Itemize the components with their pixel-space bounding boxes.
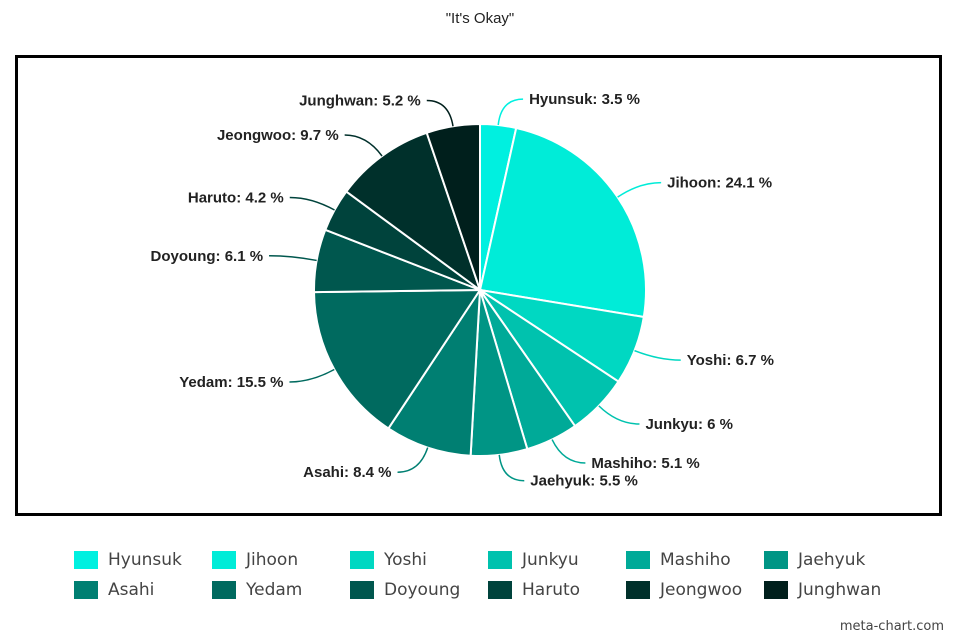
legend-swatch — [764, 581, 788, 599]
leader-line-jeongwoo — [344, 134, 383, 157]
leader-line-jaehyuk — [498, 454, 525, 482]
legend-item-hyunsuk: Hyunsuk — [74, 550, 204, 570]
legend-item-yedam: Yedam — [212, 580, 342, 600]
pie-slice-jeongwoo — [344, 131, 482, 293]
slice-label-doyoung: Doyoung: 6.1 % — [151, 248, 264, 265]
legend-label: Yedam — [246, 580, 303, 600]
legend-swatch — [626, 551, 650, 569]
legend-swatch — [74, 551, 98, 569]
legend-swatch — [488, 581, 512, 599]
legend-label: Hyunsuk — [108, 550, 182, 570]
slice-label-jeongwoo: Jeongwoo: 9.7 % — [217, 127, 339, 144]
leader-line-doyoung — [269, 255, 317, 262]
pie-slice-asahi — [387, 286, 482, 457]
slice-label-yedam: Yedam: 15.5 % — [179, 374, 283, 391]
legend-item-junghwan: Junghwan — [764, 580, 894, 600]
legend-item-haruto: Haruto — [488, 580, 618, 600]
legend-swatch — [626, 581, 650, 599]
leader-line-hyunsuk — [497, 98, 524, 126]
legend-label: Junghwan — [798, 580, 882, 600]
slice-label-yoshi: Yoshi: 6.7 % — [687, 352, 774, 369]
legend-item-jaehyuk: Jaehyuk — [764, 550, 894, 570]
legend-item-jihoon: Jihoon — [212, 550, 342, 570]
legend-row: Asahi Yedam Doyoung Haruto Jeongwoo Junghwan — [74, 575, 904, 605]
legend-row: Hyunsuk Jihoon Yoshi Junkyu Mashiho Jaehyuk — [74, 545, 904, 575]
legend-swatch — [350, 581, 374, 599]
slice-label-jihoon: Jihoon: 24.1 % — [667, 175, 772, 192]
slice-label-haruto: Haruto: 4.2 % — [188, 190, 284, 207]
legend-label: Doyoung — [384, 580, 461, 600]
slice-label-junkyu: Junkyu: 6 % — [645, 416, 733, 433]
leader-line-mashiho — [551, 439, 586, 464]
legend-item-mashiho: Mashiho — [626, 550, 756, 570]
legend-label: Yoshi — [384, 550, 427, 570]
pie-slice-junghwan — [425, 122, 481, 291]
leader-line-haruto — [289, 196, 335, 211]
leader-line-junghwan — [426, 99, 454, 127]
legend-item-yoshi: Yoshi — [350, 550, 480, 570]
chart-title: "It's Okay" — [445, 10, 515, 27]
slice-label-hyunsuk: Hyunsuk: 3.5 % — [529, 91, 640, 108]
legend-swatch — [212, 551, 236, 569]
leader-line-yedam — [289, 368, 335, 383]
plot-frame — [15, 55, 942, 516]
legend: Hyunsuk Jihoon Yoshi Junkyu Mashiho Jaehyuk A… — [74, 545, 904, 605]
legend-swatch — [764, 551, 788, 569]
slice-label-asahi: Asahi: 8.4 % — [303, 464, 391, 481]
legend-swatch — [488, 551, 512, 569]
leader-line-jihoon — [617, 181, 662, 198]
legend-label: Junkyu — [522, 550, 579, 570]
legend-item-junkyu: Junkyu — [488, 550, 618, 570]
pie-slice-yedam — [313, 288, 482, 430]
legend-swatch — [212, 581, 236, 599]
legend-label: Mashiho — [660, 550, 731, 570]
slice-label-jaehyuk: Jaehyuk: 5.5 % — [530, 473, 638, 490]
legend-label: Jeongwoo — [660, 580, 743, 600]
leader-line-yoshi — [634, 349, 681, 361]
legend-label: Jihoon — [246, 550, 299, 570]
legend-label: Jaehyuk — [798, 550, 866, 570]
legend-swatch — [350, 551, 374, 569]
legend-item-doyoung: Doyoung — [350, 580, 480, 600]
legend-swatch — [74, 581, 98, 599]
slice-label-junghwan: Junghwan: 5.2 % — [299, 93, 421, 110]
legend-item-asahi: Asahi — [74, 580, 204, 600]
watermark: meta-chart.com — [839, 619, 944, 634]
legend-item-jeongwoo: Jeongwoo — [626, 580, 756, 600]
leader-line-asahi — [397, 447, 429, 473]
legend-label: Haruto — [522, 580, 581, 600]
legend-label: Asahi — [108, 580, 155, 600]
slice-label-mashiho: Mashiho: 5.1 % — [591, 455, 699, 472]
leader-line-junkyu — [598, 405, 640, 425]
